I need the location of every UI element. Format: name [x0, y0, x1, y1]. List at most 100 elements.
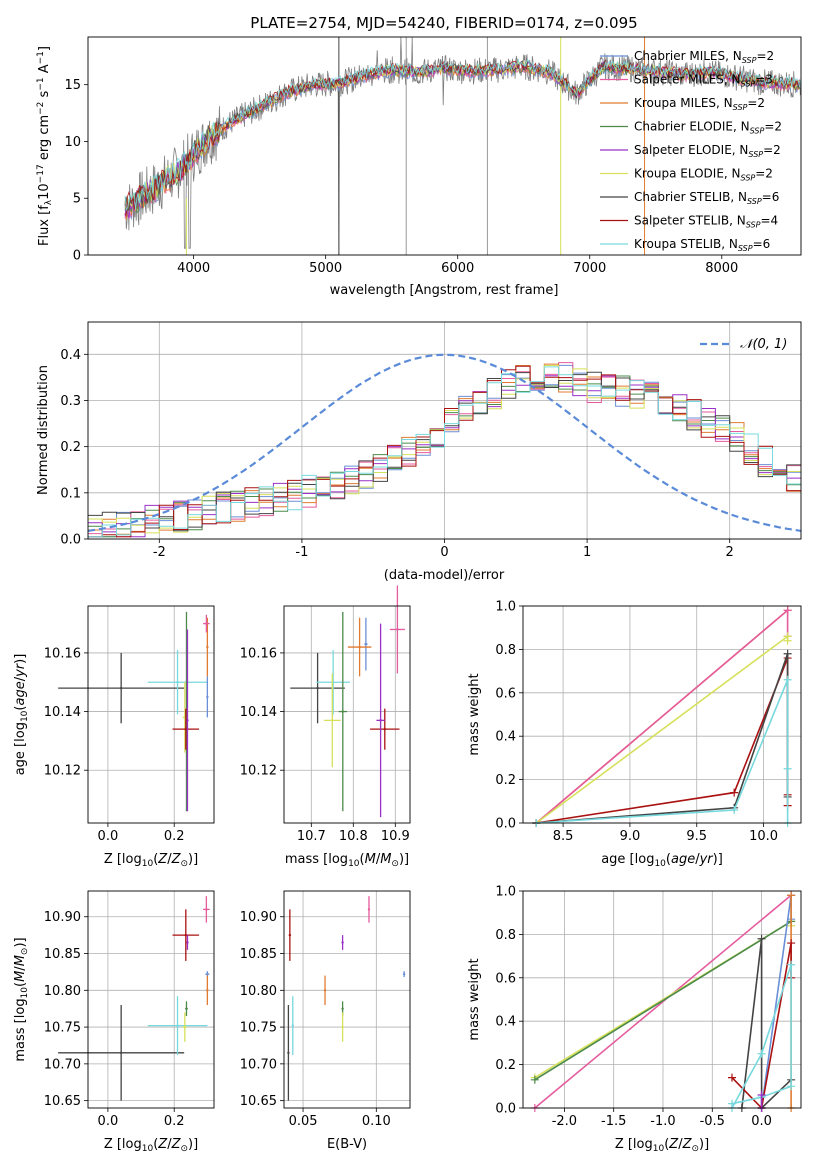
- data-point: [316, 686, 319, 690]
- x-axis-label: age [log10(age/yr)]: [601, 852, 723, 869]
- legend-count: =3: [755, 73, 773, 87]
- x-tick-label: 10.0: [749, 829, 778, 844]
- legend-entry: Kroupa MILES, NSSP=2: [634, 96, 765, 112]
- y-tick-label: 0.4: [495, 730, 516, 745]
- mass-weight-line: [741, 938, 792, 1110]
- x-tick-label: 10.9: [381, 829, 410, 844]
- residual-histogram-panel: -2 -1 0 1 2 0.0 0.1 0.2 0.3 0.4 𝒩(0, 1) (data-model…: [36, 321, 802, 583]
- y-tick-label: 10.16: [240, 646, 277, 661]
- data-point: [183, 1025, 187, 1029]
- legend-subscript: SSP: [747, 197, 762, 206]
- y-tick-label: 10.65: [240, 1094, 277, 1109]
- plus-marker: [757, 1090, 766, 1099]
- legend-label: Chabrier MILES, N: [634, 49, 742, 63]
- y-tick-label: 10.70: [44, 1057, 81, 1072]
- y-tick-label: 10.80: [240, 984, 277, 999]
- data-point: [367, 908, 371, 911]
- x-tick-label: 0: [440, 545, 448, 560]
- x-tick-label: 0.0: [98, 1114, 119, 1129]
- legend-label: Kroupa ELODIE, N: [634, 167, 741, 181]
- spectrum-panel: 4000 5000 6000 7000 8000 0 5 10 15 PLATE=2754, MJ…: [36, 14, 802, 298]
- x-tick-label: 10.8: [339, 829, 368, 844]
- axes-frame: [87, 36, 802, 256]
- normal-curve-line: [87, 353, 802, 532]
- data-point: [341, 1025, 344, 1029]
- x-tick-label: 9.5: [686, 829, 707, 844]
- plus-marker: [727, 1099, 736, 1108]
- y-tick-label: 10.16: [44, 646, 81, 661]
- y-tick-label: 0.2: [495, 773, 516, 788]
- y-tick-label: 0.8: [495, 643, 516, 658]
- data-point: [119, 1051, 123, 1055]
- y-tick-label: 0.1: [60, 486, 81, 501]
- x-tick-label: 0.2: [164, 829, 185, 844]
- plus-marker: [787, 891, 796, 900]
- mass-weight-line: [534, 894, 792, 1109]
- y-axis-label: mass weight: [467, 673, 482, 755]
- mass-weight-line: [731, 964, 792, 1109]
- legend-label: Kroupa MILES, N: [634, 96, 733, 110]
- x-tick-label: -1: [295, 545, 308, 560]
- y-tick-label: 10.14: [44, 705, 81, 720]
- legend-subscript: SSP: [741, 174, 756, 183]
- y-tick-label: 10.90: [44, 910, 81, 925]
- histogram-step-line: [88, 365, 801, 538]
- data-point: [287, 1051, 290, 1055]
- mass-vs-extinction-panel: 0.05 0.10 10.65 10.70 10.75 10.80 10.85 10.90 E(…: [240, 890, 411, 1152]
- x-tick-label: 4000: [177, 261, 210, 276]
- legend-label: Salpeter STELIB, N: [634, 214, 746, 228]
- x-axis-label: Z [log10(Z/Z⊙)]: [104, 852, 198, 869]
- model-spectrum-line: [124, 58, 802, 212]
- data-point: [186, 941, 189, 944]
- legend-entry: Salpeter ELODIE, NSSP=2: [634, 143, 781, 159]
- y-tick-label: 10.65: [44, 1094, 81, 1109]
- data-point: [402, 972, 406, 976]
- legend-count: =4: [760, 214, 778, 228]
- plus-marker: [530, 1075, 539, 1084]
- axes-frame: [87, 890, 215, 1109]
- model-spectrum-line: [124, 58, 802, 218]
- legend-subscript: SSP: [741, 80, 756, 89]
- y-tick-label: 10.12: [240, 764, 277, 779]
- data-point: [291, 1024, 294, 1027]
- x-tick-label: -1.0: [650, 1114, 675, 1129]
- axes-frame: [283, 890, 411, 1109]
- legend-count: =2: [763, 143, 781, 157]
- y-tick-label: 0.4: [495, 1015, 516, 1030]
- x-tick-label: 7000: [573, 261, 606, 276]
- x-tick-label: 10.7: [297, 829, 326, 844]
- y-tick-label: 1.0: [495, 885, 516, 900]
- x-tick-label: -1.5: [601, 1114, 626, 1129]
- data-point: [185, 1007, 188, 1010]
- data-point: [206, 972, 209, 976]
- y-tick-label: 5: [73, 192, 81, 207]
- x-tick-label: 6000: [441, 261, 474, 276]
- data-point: [358, 645, 361, 649]
- legend-entry: Chabrier MILES, NSSP=2: [634, 49, 774, 65]
- plus-marker: [783, 606, 792, 615]
- plus-marker: [787, 939, 796, 948]
- legend-entry: Chabrier ELODIE, NSSP=2: [634, 120, 782, 136]
- y-tick-label: 0.6: [495, 971, 516, 986]
- x-tick-label: 2: [726, 545, 734, 560]
- y-tick-label: 0.2: [495, 1058, 516, 1073]
- y-axis-label: mass weight: [467, 958, 482, 1040]
- legend-entry: Chabrier STELIB, NSSP=6: [634, 190, 779, 206]
- data-point: [379, 719, 382, 722]
- x-tick-label: 0.2: [164, 1114, 185, 1129]
- y-tick-label: 10.75: [44, 1021, 81, 1036]
- data-point: [206, 989, 209, 992]
- data-point: [396, 628, 399, 631]
- legend-count: =6: [762, 190, 780, 204]
- mass-vs-metallicity-panel: 0.0 0.2 10.65 10.70 10.75 10.80 10.85 10.90 Z [l…: [13, 890, 215, 1154]
- legend-label: Salpeter ELODIE, N: [634, 143, 748, 157]
- plus-marker: [727, 1073, 736, 1082]
- x-tick-label: 0.0: [751, 1114, 772, 1129]
- data-point: [341, 941, 344, 944]
- data-point: [184, 727, 188, 731]
- legend-label: Kroupa STELIB, N: [634, 237, 738, 251]
- y-tick-label: 10.12: [44, 764, 81, 779]
- x-tick-label: -2.0: [552, 1114, 577, 1129]
- legend-count: =2: [756, 49, 774, 63]
- x-tick-label: 0.05: [289, 1114, 318, 1129]
